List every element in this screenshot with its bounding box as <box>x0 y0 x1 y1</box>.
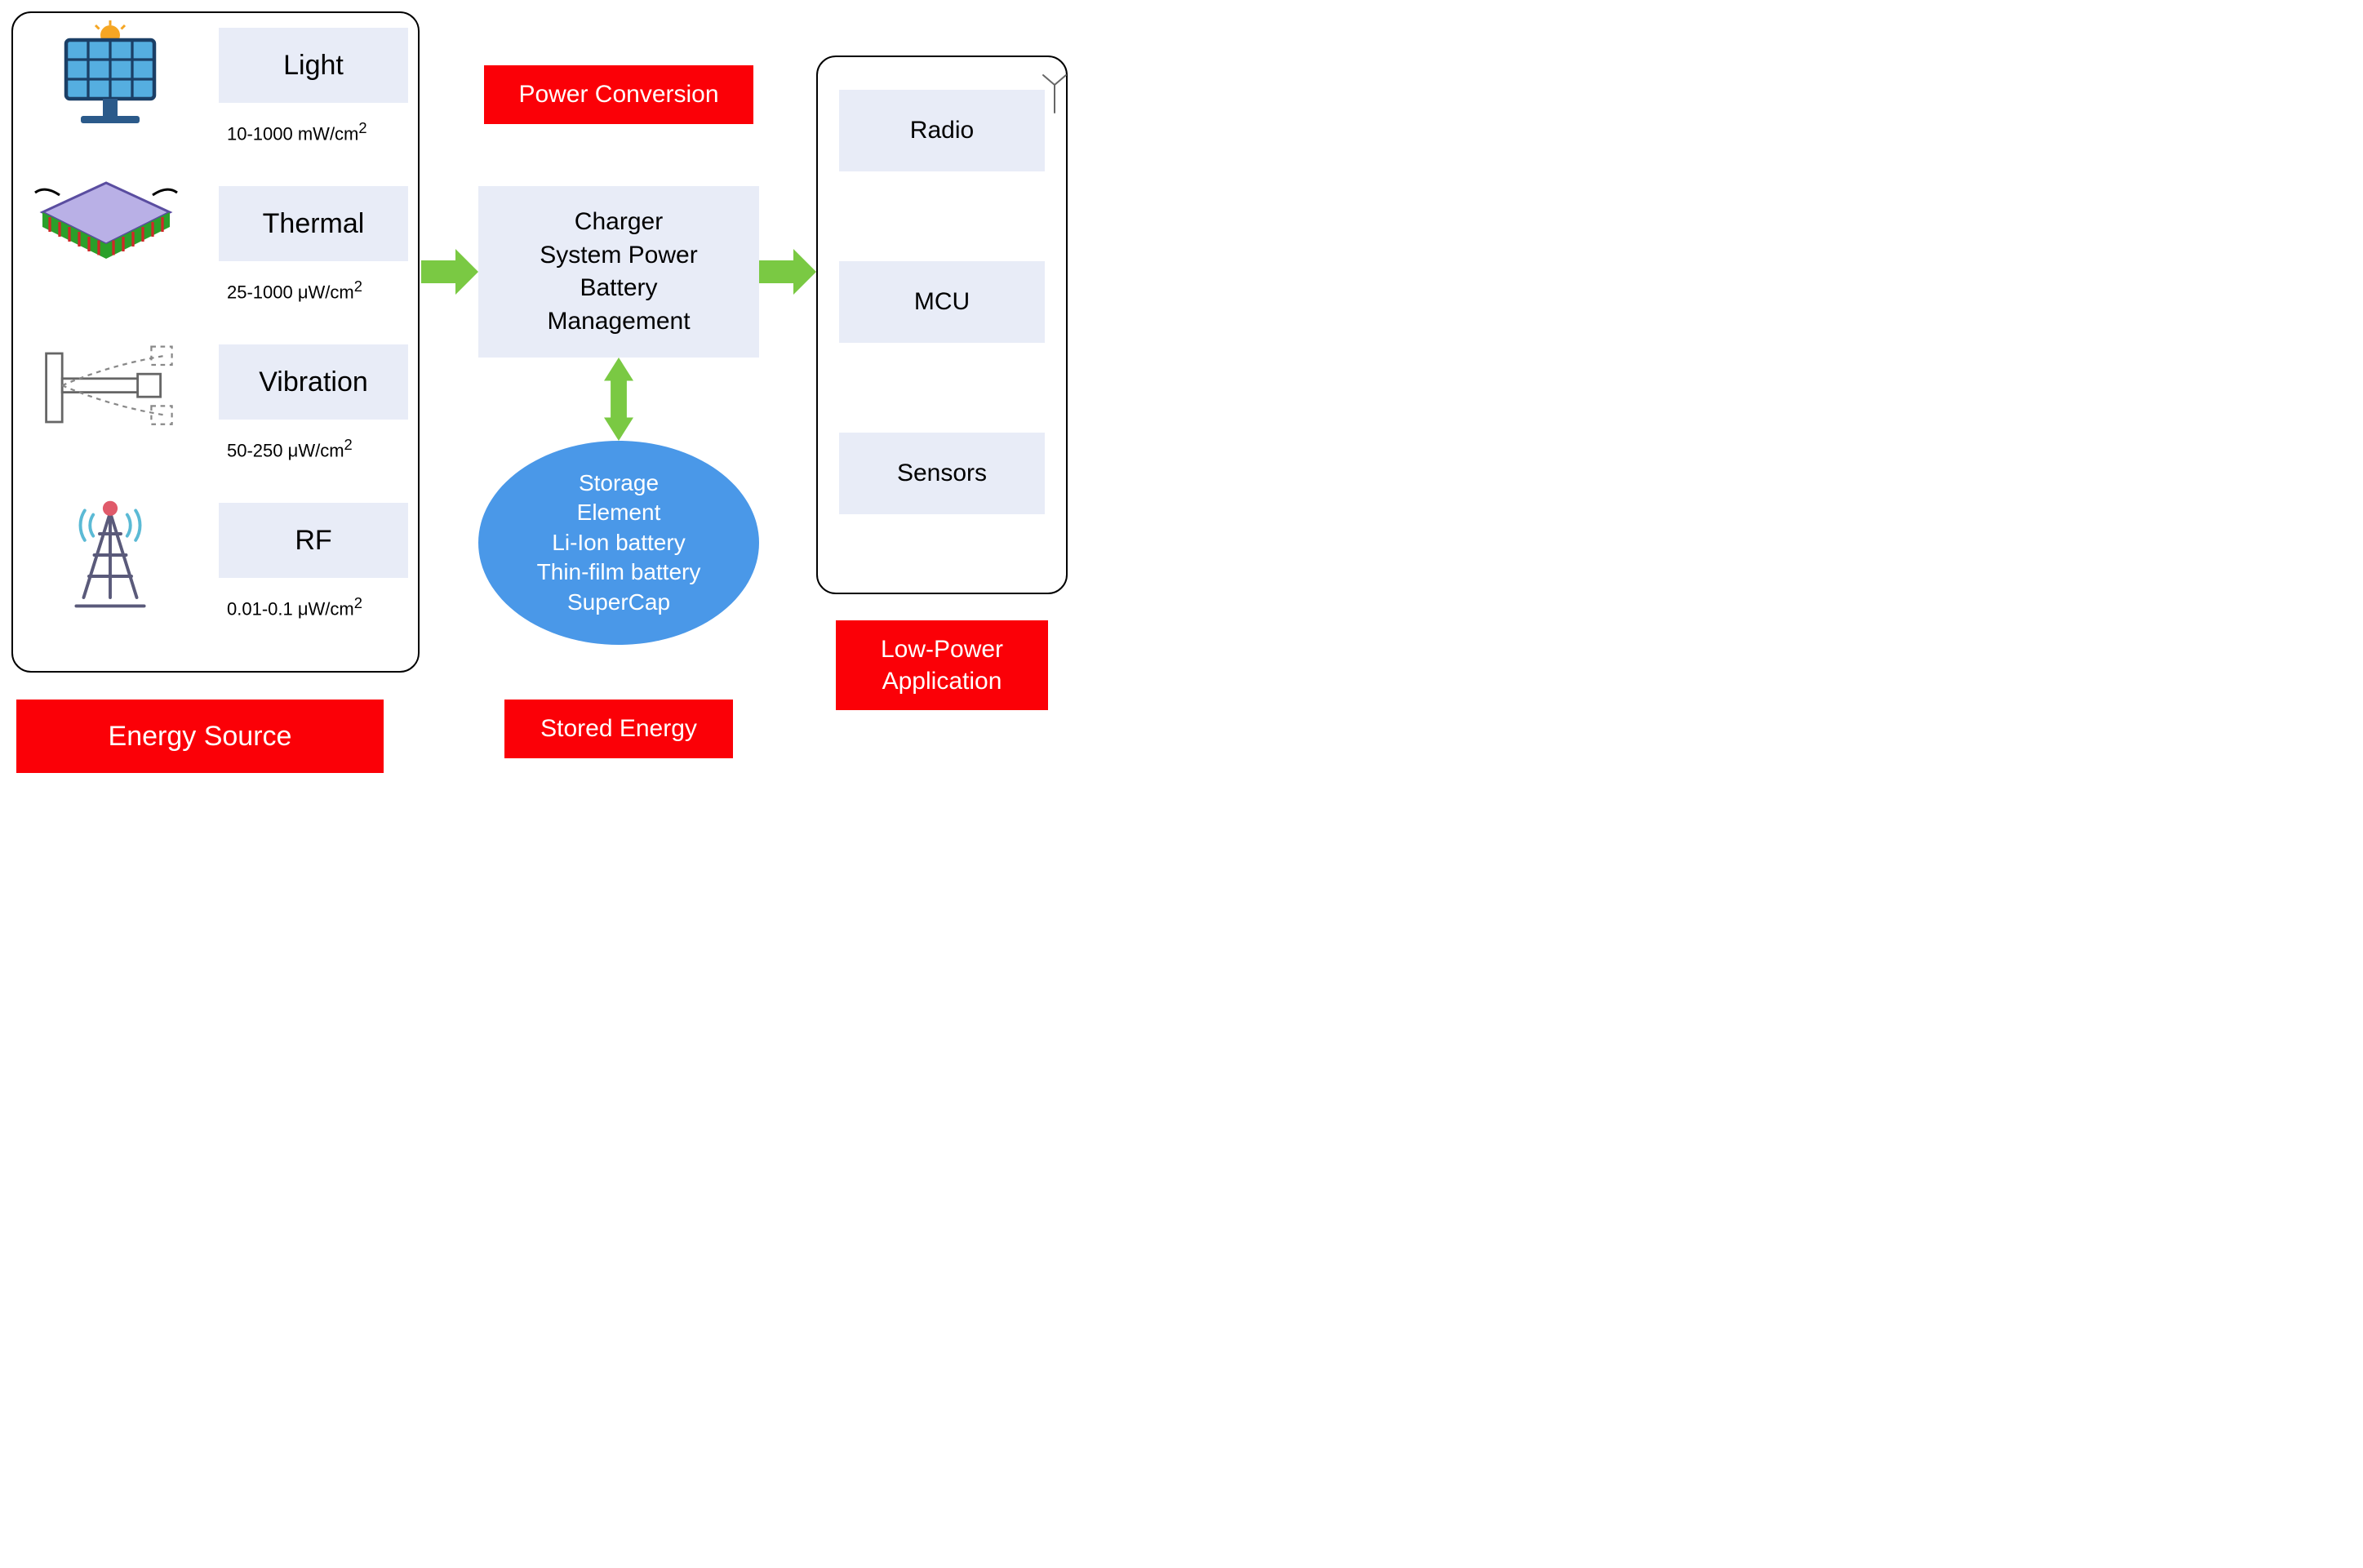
app-item-box: Radio <box>839 90 1045 171</box>
source-title: Thermal <box>263 208 365 240</box>
source-title-box: Thermal <box>219 186 408 261</box>
management-line: Charger <box>575 206 663 239</box>
source-title: Vibration <box>259 366 368 398</box>
arrow-management-to-app <box>759 249 816 295</box>
app-label-line: Low-Power <box>881 633 1003 665</box>
source-density: 50-250 μW/cm2 <box>227 436 353 461</box>
source-density: 25-1000 μW/cm2 <box>227 278 362 303</box>
antenna-icon <box>1038 73 1071 118</box>
rf-icon <box>57 490 163 620</box>
storage-line: Li-Ion battery <box>552 528 685 557</box>
app-item-box: Sensors <box>839 433 1045 514</box>
stored-energy-label: Stored Energy <box>504 700 733 758</box>
storage-line: Thin-film battery <box>537 557 701 587</box>
energy-source-text: Energy Source <box>109 721 292 753</box>
stored-energy-text: Stored Energy <box>540 715 697 743</box>
source-title-box: Light <box>219 28 408 103</box>
diagram-canvas: Light 10-1000 mW/cm2 Thermal 25-1000 μW/cm… <box>0 0 1182 784</box>
vibration-icon <box>41 331 180 445</box>
app-label-line: Application <box>882 665 1002 697</box>
power-conversion-label: Power Conversion <box>484 65 753 124</box>
storage-line: Element <box>577 498 661 527</box>
management-box: ChargerSystem PowerBatteryManagement <box>478 186 759 358</box>
source-title: RF <box>295 525 331 557</box>
solar-icon <box>49 18 171 140</box>
storage-line: Storage <box>579 469 659 498</box>
source-density: 10-1000 mW/cm2 <box>227 119 367 144</box>
app-item-title: Sensors <box>897 460 987 487</box>
storage-line: SuperCap <box>567 588 670 617</box>
power-conversion-text: Power Conversion <box>518 81 718 109</box>
management-line: System Power <box>540 239 697 273</box>
arrow-management-storage <box>604 358 633 441</box>
app-item-title: MCU <box>914 288 970 316</box>
source-title: Light <box>283 50 344 82</box>
source-density: 0.01-0.1 μW/cm2 <box>227 594 362 620</box>
arrow-sources-to-management <box>421 249 478 295</box>
app-item-title: Radio <box>910 117 974 144</box>
management-line: Battery <box>580 272 657 305</box>
energy-source-label: Energy Source <box>16 700 384 773</box>
source-title-box: RF <box>219 503 408 578</box>
source-title-box: Vibration <box>219 344 408 420</box>
app-item-box: MCU <box>839 261 1045 343</box>
storage-ellipse: StorageElementLi-Ion batteryThin-film ba… <box>478 441 759 645</box>
management-line: Management <box>547 305 690 339</box>
low-power-application-label: Low-PowerApplication <box>836 620 1048 710</box>
thermal-icon <box>33 175 180 273</box>
